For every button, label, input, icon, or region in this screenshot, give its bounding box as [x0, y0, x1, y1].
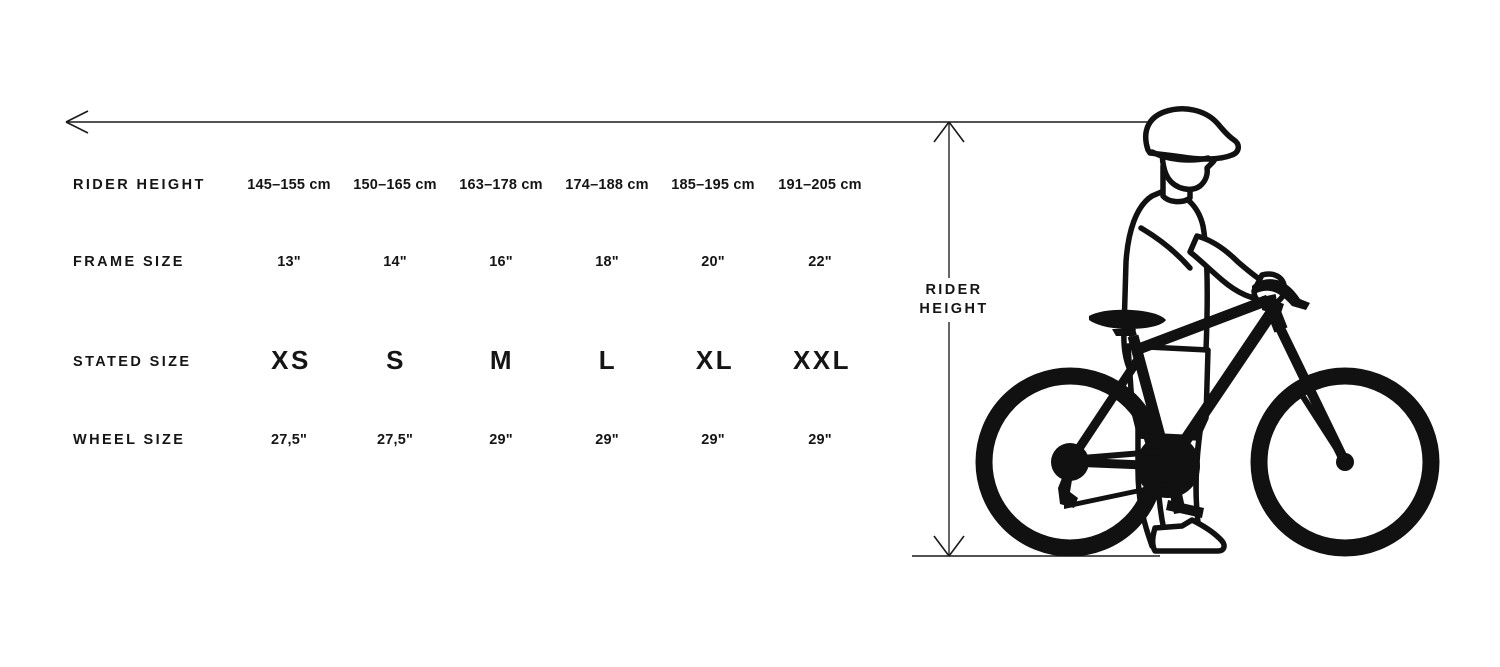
- rider-figure: [1121, 106, 1288, 554]
- seatstay: [1066, 355, 1143, 465]
- cell-frame-size-xs: 13": [277, 254, 301, 270]
- cell-wheel-size-l: 29": [595, 432, 619, 448]
- pedal: [1166, 500, 1204, 518]
- rider-arm: [1187, 233, 1275, 303]
- rider-helmet: [1142, 106, 1241, 162]
- cell-stated-size-xxl: XXL: [792, 345, 852, 375]
- row-label-frame-size: FRAME SIZE: [73, 254, 185, 270]
- handlebar: [1252, 279, 1310, 310]
- cell-rider-height-xs: 145–155 cm: [247, 177, 331, 193]
- chain-lower: [1064, 482, 1168, 509]
- cell-wheel-size-s: 27,5": [376, 432, 414, 448]
- cell-stated-size-s: S: [386, 345, 406, 375]
- cell-wheel-size-xxl: 29": [808, 432, 832, 448]
- cell-rider-height-xxl: 191–205 cm: [778, 177, 862, 193]
- table-row-stated-size: STATED SIZE XS S M L XL XXL: [0, 345, 900, 380]
- rider-neck: [1160, 163, 1193, 205]
- cell-rider-height-xl: 185–195 cm: [671, 177, 755, 193]
- rider-hand: [1251, 271, 1288, 307]
- rider-front-leg: [1154, 433, 1203, 547]
- front-hub: [1336, 453, 1354, 471]
- cell-rider-height-s: 150–165 cm: [353, 177, 437, 193]
- cell-stated-size-xs: XS: [271, 345, 311, 375]
- head-tube: [1261, 294, 1288, 333]
- fork: [1274, 323, 1350, 465]
- dimension-label-line1: RIDER: [925, 282, 983, 298]
- rear-wheel: [975, 367, 1165, 557]
- chainring: [1136, 434, 1200, 498]
- rider-sleeve-crease: [1138, 225, 1193, 271]
- cell-rider-height-m: 163–178 cm: [459, 177, 543, 193]
- stem: [1262, 296, 1284, 316]
- size-table: RIDER HEIGHT 145–155 cm 150–165 cm 163–1…: [0, 175, 900, 460]
- helmet-edge: [1149, 149, 1211, 163]
- saddle: [1089, 309, 1166, 329]
- cell-stated-size-m: M: [489, 345, 515, 375]
- cell-frame-size-l: 18": [595, 254, 619, 270]
- front-spoke: [1297, 390, 1348, 464]
- table-row-wheel-size: WHEEL SIZE 27,5" 27,5" 29" 29" 29" 29": [0, 430, 900, 460]
- dimension-label-rider-height: RIDER HEIGHT: [898, 278, 1010, 322]
- cell-frame-size-xl: 20": [701, 254, 725, 270]
- mountain-bike: [975, 279, 1440, 557]
- table-row-rider-height: RIDER HEIGHT 145–155 cm 150–165 cm 163–1…: [0, 175, 900, 205]
- rider-torso-and-legs: [1121, 187, 1210, 549]
- dimension-label-line2: HEIGHT: [919, 301, 989, 317]
- cell-frame-size-xxl: 22": [808, 254, 832, 270]
- rear-cable: [1257, 294, 1277, 302]
- cell-wheel-size-xl: 29": [701, 432, 725, 448]
- cassette: [1051, 443, 1089, 481]
- seat-post: [1123, 314, 1137, 338]
- cell-frame-size-m: 16": [489, 254, 513, 270]
- cell-wheel-size-xs: 27,5": [270, 432, 308, 448]
- rider-shorts: [1125, 343, 1211, 443]
- row-label-stated-size: STATED SIZE: [73, 354, 192, 370]
- rear-derailleur: [1058, 478, 1078, 508]
- cell-frame-size-s: 14": [383, 254, 407, 270]
- rider-head: [1159, 137, 1218, 193]
- cyclist-with-bike-illustration: [975, 106, 1440, 557]
- down-tube: [1163, 308, 1277, 470]
- seat-tube: [1127, 334, 1174, 468]
- saddle-rail: [1112, 329, 1136, 336]
- cell-wheel-size-m: 29": [489, 432, 513, 448]
- row-label-wheel-size: WHEEL SIZE: [73, 432, 186, 448]
- cell-stated-size-l: L: [598, 345, 618, 375]
- cell-stated-size-xl: XL: [695, 345, 735, 375]
- cell-rider-height-l: 174–188 cm: [565, 177, 649, 193]
- crank-arm: [1164, 466, 1186, 514]
- chainstay: [1069, 457, 1169, 471]
- chain-upper: [1070, 448, 1166, 462]
- rider-height-dimension-arrow: [933, 121, 965, 557]
- row-label-rider-height: RIDER HEIGHT: [73, 177, 206, 193]
- top-tube: [1134, 294, 1270, 356]
- front-wheel: [1250, 367, 1440, 557]
- table-row-frame-size: FRAME SIZE 13" 14" 16" 18" 20" 22": [0, 252, 900, 282]
- rider-shoe: [1150, 517, 1227, 554]
